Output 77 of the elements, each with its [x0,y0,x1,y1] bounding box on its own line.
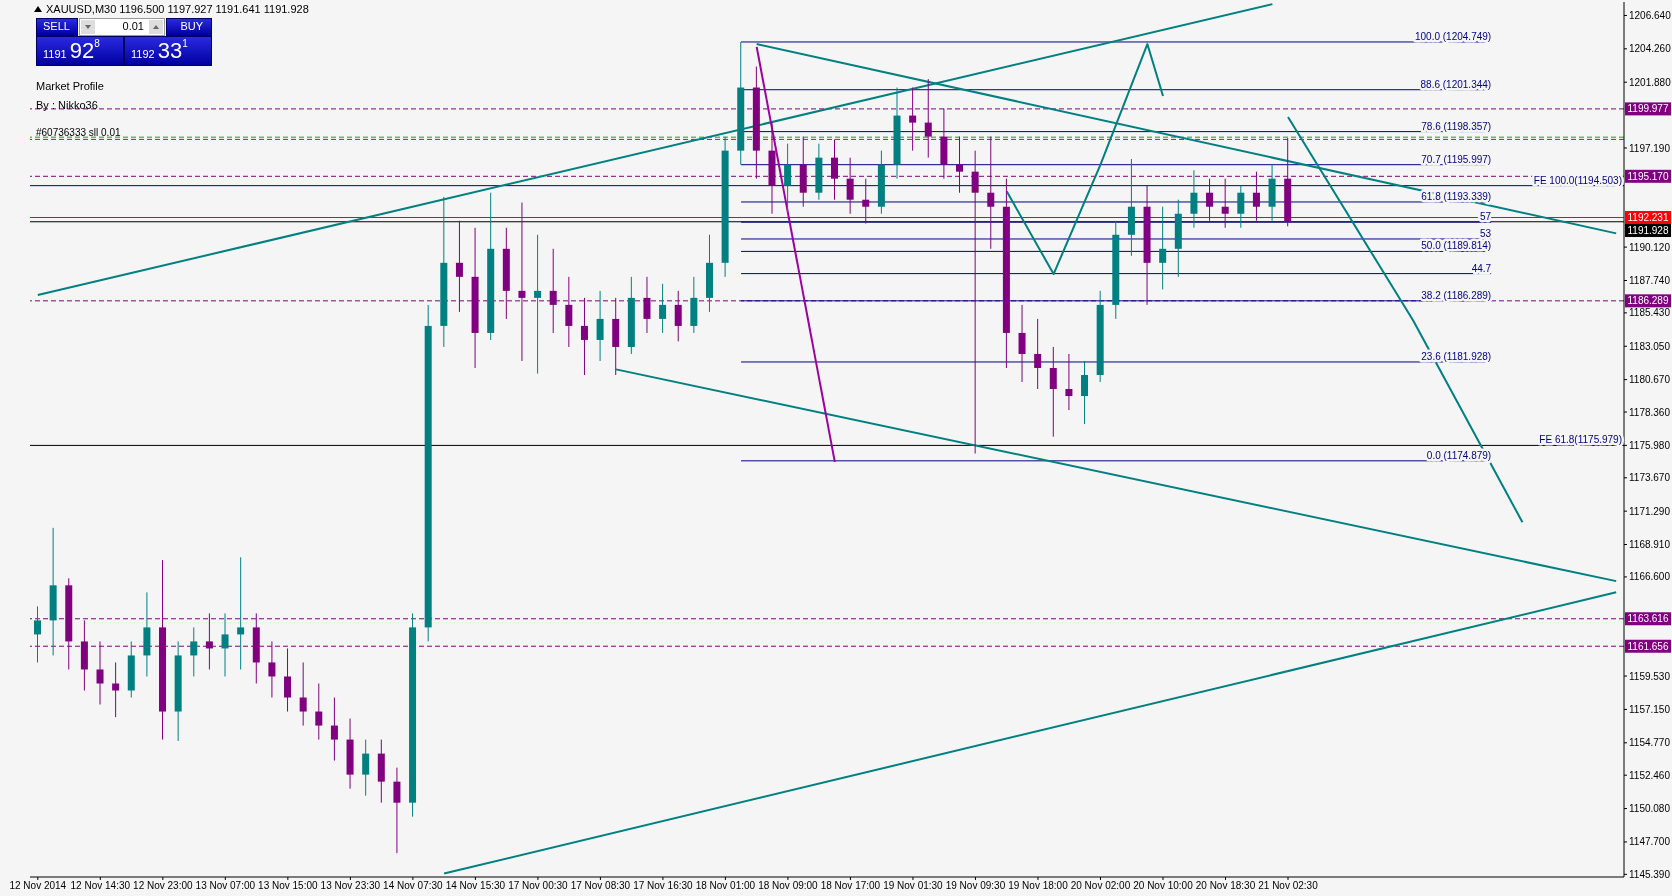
y-tick-label: 1157.150 [1629,703,1671,715]
ref-line-label: 1191.928 [1627,225,1669,237]
ref-line-label: 88.6 (1201.344) [1420,78,1492,90]
x-tick-label: 20 Nov 02:00 [1070,880,1131,892]
x-tick-label: 18 Nov 09:00 [758,880,819,892]
x-tick-label: 18 Nov 17:00 [820,880,881,892]
x-tick-label: 19 Nov 18:00 [1008,880,1069,892]
x-tick-label: 20 Nov 18:30 [1195,880,1256,892]
y-tick-label: 1168.910 [1629,539,1671,551]
x-tick-label: 19 Nov 09:30 [945,880,1006,892]
annotation: SELL [43,20,70,32]
x-tick-label: 17 Nov 16:30 [633,880,694,892]
annotation: 33 [157,38,183,63]
x-tick-label: 12 Nov 23:00 [133,880,194,892]
ref-line-label: 1199.977 [1627,103,1669,115]
y-tick-label: 1204.260 [1629,43,1672,55]
y-tick-label: 1201.880 [1629,76,1672,88]
x-tick-label: 14 Nov 07:30 [383,880,444,892]
y-tick-label: 1206.640 [1629,10,1672,22]
x-tick-label: 13 Nov 23:30 [320,880,381,892]
x-tick-label: 13 Nov 15:00 [258,880,319,892]
y-tick-label: 1145.390 [1629,868,1671,880]
y-tick-label: 1175.980 [1629,439,1671,451]
ref-line-label: 1195.170 [1627,170,1669,182]
x-tick-label: 13 Nov 07:00 [195,880,256,892]
lot-size-field: 0.01 [79,18,165,36]
sell-button: SELL [36,18,78,36]
x-tick-label: 17 Nov 00:30 [508,880,569,892]
ref-line-label: 1163.616 [1627,613,1669,625]
y-tick-label: 1178.360 [1629,406,1671,418]
annotation: 0.01 [122,20,144,32]
y-tick-label: 1152.460 [1629,769,1671,781]
x-tick-label: 18 Nov 01:00 [695,880,756,892]
y-tick-label: 1197.190 [1629,142,1671,154]
buy-button: BUY [166,18,212,36]
y-tick-label: 1187.740 [1629,275,1671,287]
y-tick-label: 1147.700 [1629,836,1671,848]
y-tick-label: 1190.120 [1629,241,1671,253]
ref-line-label: FE 61.8(1175.979) [1539,434,1622,446]
y-tick-label: 1150.080 [1629,803,1671,815]
annotation: 1192 [131,48,156,60]
x-tick-label: 12 Nov 2014 [9,880,67,892]
y-tick-label: 1173.670 [1629,472,1671,484]
annotation: 8 [94,38,100,49]
ref-line-label: 1161.656 [1627,640,1669,652]
y-tick-label: 1183.050 [1629,340,1671,352]
chart-title: XAUUSD,M30 1196.500 1197.927 1191.641 1191.928 [46,3,309,15]
x-tick-label: 21 Nov 02:30 [1258,880,1319,892]
y-tick-label: 1180.670 [1629,374,1671,386]
annotation: BUY [180,20,203,32]
ref-line-label: 61.8 (1193.339) [1421,190,1492,202]
ref-line-label: 1186.289 [1627,295,1669,307]
ref-line-label: 78.6 (1198.357) [1421,120,1492,132]
ref-line-label: 100.0 (1204.749) [1414,30,1492,42]
y-tick-label: 1171.290 [1629,505,1671,517]
ref-line-label: 1192.231 [1627,212,1669,224]
ref-line-label: 70.7 (1195.997) [1421,153,1492,165]
x-tick-label: 19 Nov 01:30 [883,880,944,892]
y-tick-label: 1154.770 [1629,737,1671,749]
annotation: Market Profile [36,80,104,92]
annotation: 1191 [43,48,68,60]
x-tick-label: 17 Nov 08:30 [570,880,631,892]
ref-line-label: 38.2 (1186.289) [1421,289,1492,301]
y-tick-label: 1159.530 [1629,670,1671,682]
x-tick-label: 20 Nov 10:00 [1133,880,1194,892]
y-tick-label: 1166.600 [1629,571,1671,583]
ref-line-label: 50.0 (1189.814) [1421,240,1492,252]
y-tick-label: 1185.430 [1629,307,1671,319]
annotation: 53 [1480,227,1492,239]
annotation: 44.7 [1471,262,1492,274]
x-tick-label: 14 Nov 15:30 [445,880,506,892]
ref-line-label: FE 100.0(1194.503) [1533,174,1622,186]
annotation: 1 [182,38,188,49]
annotation: #60736333 sll 0.01 [36,127,121,138]
annotation: 92 [69,38,95,63]
x-tick-label: 12 Nov 14:30 [70,880,131,892]
annotation: By : Nikko36 [36,99,98,111]
